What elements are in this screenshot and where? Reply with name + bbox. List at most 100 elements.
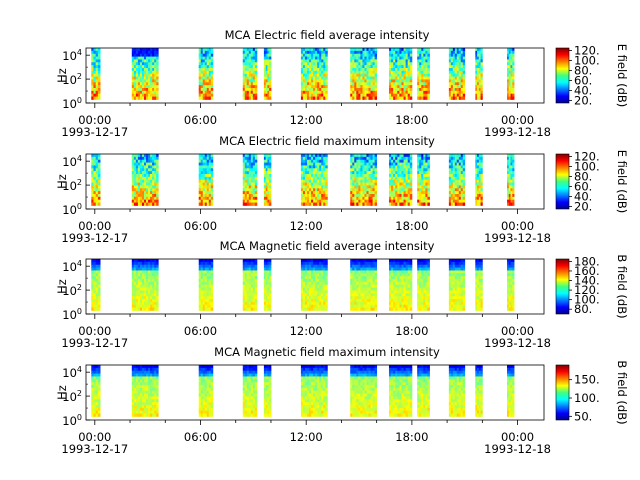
heatmap-cell	[452, 278, 456, 283]
heatmap-cell	[460, 156, 464, 161]
heatmap-cell	[395, 284, 398, 288]
heatmap-cell	[393, 70, 396, 75]
heatmap-cell	[319, 196, 322, 201]
heatmap-cell	[512, 90, 515, 95]
heatmap-cell	[246, 191, 250, 195]
heatmap-cell	[246, 296, 250, 300]
heatmap-cell	[480, 159, 483, 163]
heatmap-cell	[152, 171, 155, 175]
heatmap-cell	[315, 293, 318, 297]
heatmap-cell	[315, 273, 318, 277]
heatmap-cell	[254, 273, 258, 277]
heatmap-cell	[409, 56, 413, 60]
heatmap-cell	[370, 173, 373, 178]
heatmap-cell	[364, 293, 367, 297]
heatmap-cell	[425, 56, 428, 60]
heatmap-cell	[448, 261, 452, 266]
heatmap-cell	[97, 154, 101, 158]
heatmap-cell	[362, 79, 365, 83]
heatmap-cell	[462, 85, 466, 89]
heatmap-cell	[146, 191, 149, 195]
heatmap-cell	[508, 56, 511, 60]
heatmap-cell	[419, 168, 422, 172]
heatmap-cell	[425, 159, 428, 163]
heatmap-cell	[401, 179, 404, 183]
heatmap-cell	[248, 179, 252, 183]
heatmap-cell	[460, 199, 464, 203]
heatmap-cell	[512, 171, 515, 175]
heatmap-cell	[95, 284, 99, 288]
heatmap-cell	[370, 85, 373, 89]
heatmap-cell	[93, 196, 97, 201]
heatmap-cell	[137, 76, 141, 80]
heatmap-cell	[302, 165, 306, 169]
heatmap-cell	[323, 278, 326, 283]
heatmap-cell	[448, 307, 452, 311]
heatmap-cell	[254, 196, 258, 201]
heatmap-cell	[91, 278, 94, 283]
heatmap-cell	[198, 287, 202, 291]
heatmap-cell	[135, 307, 139, 311]
heatmap-cell	[133, 67, 137, 72]
heatmap-cell	[507, 50, 510, 55]
heatmap-cell	[462, 70, 466, 75]
heatmap-cell	[321, 261, 324, 266]
heatmap-cell	[309, 281, 312, 286]
heatmap-cell	[304, 48, 308, 52]
heatmap-cell	[450, 261, 454, 266]
heatmap-cell	[300, 159, 304, 163]
heatmap-cell	[139, 284, 143, 288]
heatmap-cell	[419, 188, 422, 192]
heatmap-cell	[97, 171, 101, 175]
heatmap-cell	[309, 193, 312, 198]
heatmap-cell	[202, 296, 206, 300]
heatmap-cell	[323, 56, 326, 60]
heatmap-cell	[393, 259, 396, 263]
heatmap-cell	[368, 296, 371, 300]
heatmap-cell	[478, 56, 481, 60]
heatmap-cell	[358, 259, 361, 263]
heatmap-cell	[427, 56, 430, 60]
heatmap-cell	[242, 56, 246, 60]
heatmap-cell	[131, 56, 135, 60]
heatmap-cell	[248, 270, 252, 274]
heatmap-cell	[401, 261, 404, 266]
heatmap-cell	[462, 82, 466, 86]
heatmap-cell	[252, 96, 256, 100]
heatmap-cell	[95, 96, 99, 100]
heatmap-cell	[139, 264, 143, 268]
heatmap-cell	[206, 193, 210, 198]
heatmap-cell	[358, 293, 361, 297]
heatmap-cell	[156, 70, 159, 75]
heatmap-cell	[456, 90, 460, 95]
heatmap-cell	[352, 70, 355, 75]
heatmap-cell	[210, 179, 214, 183]
heatmap-cell	[319, 65, 322, 69]
heatmap-cell	[401, 79, 404, 83]
heatmap-cell	[507, 85, 510, 89]
heatmap-cell	[150, 48, 153, 52]
heatmap-cell	[313, 65, 316, 69]
heatmap-cell	[252, 301, 256, 306]
heatmap-cell	[311, 191, 314, 195]
heatmap-cell	[309, 165, 312, 169]
heatmap-cell	[362, 96, 365, 100]
heatmap-cell	[317, 76, 320, 80]
heatmap-cell	[403, 165, 407, 169]
heatmap-cell	[454, 301, 458, 306]
heatmap-cell	[427, 191, 430, 195]
heatmap-cell	[480, 156, 483, 161]
heatmap-cell	[409, 304, 413, 308]
heatmap-cell	[362, 70, 365, 75]
heatmap-cell	[401, 67, 404, 72]
heatmap-cell	[141, 70, 145, 75]
heatmap-cell	[137, 290, 141, 294]
heatmap-cell	[421, 176, 424, 181]
heatmap-cell	[95, 70, 99, 75]
heatmap-cell	[93, 87, 97, 92]
heatmap-cell	[477, 202, 480, 206]
heatmap-cell	[252, 267, 256, 271]
heatmap-cell	[427, 73, 430, 77]
heatmap-cell	[423, 85, 426, 89]
heatmap-cell	[244, 281, 248, 286]
